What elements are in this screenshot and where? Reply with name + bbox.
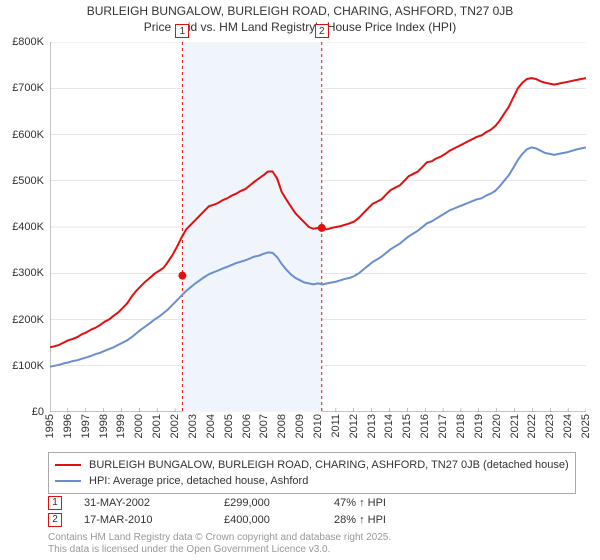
chart-svg — [50, 42, 586, 412]
y-axis-tick-label: £600K — [12, 129, 44, 141]
x-axis-tick-label: 2009 — [294, 414, 306, 438]
marker-price: £299,000 — [224, 497, 334, 509]
y-axis-tick-label: £700K — [12, 82, 44, 94]
x-axis-tick-label: 2005 — [223, 414, 235, 438]
marker-date: 31-MAY-2002 — [84, 497, 224, 509]
marker-date: 17-MAR-2010 — [84, 514, 224, 526]
chart-title: BURLEIGH BUNGALOW, BURLEIGH ROAD, CHARIN… — [0, 0, 600, 34]
x-axis-tick-label: 2021 — [509, 414, 521, 438]
marker-row: 2 17-MAR-2010£400,00028% ↑ HPI — [48, 511, 576, 528]
chart-container: { "title": { "line1": "BURLEIGH BUNGALOW… — [0, 0, 600, 560]
x-axis-tick-label: 2000 — [133, 414, 145, 438]
x-axis-tick-label: 2003 — [187, 414, 199, 438]
x-axis-tick-label: 2011 — [330, 414, 342, 438]
title-line-2: Price paid vs. HM Land Registry's House … — [0, 20, 600, 34]
marker-flag: 2 — [315, 24, 329, 38]
x-axis-tick-label: 2018 — [455, 414, 467, 438]
x-axis-labels: 1995199619971998199920002001200220032004… — [50, 412, 586, 448]
x-axis-tick-label: 1998 — [98, 414, 110, 438]
x-axis-tick-label: 2004 — [205, 414, 217, 438]
y-axis-tick-label: £0 — [32, 406, 44, 418]
marker-diff: 47% ↑ HPI — [334, 497, 444, 509]
x-axis-tick-label: 1999 — [115, 414, 127, 438]
x-axis-tick-label: 2022 — [526, 414, 538, 438]
legend-swatch — [55, 480, 81, 482]
x-axis-tick-label: 2016 — [419, 414, 431, 438]
credit-line-2: This data is licensed under the Open Gov… — [48, 544, 576, 556]
legend-swatch — [55, 464, 81, 466]
title-line-1: BURLEIGH BUNGALOW, BURLEIGH ROAD, CHARIN… — [0, 4, 600, 18]
marker-row: 1 31-MAY-2002£299,00047% ↑ HPI — [48, 494, 576, 511]
marker-point — [178, 272, 186, 280]
y-axis-tick-label: £800K — [12, 36, 44, 48]
x-axis-tick-label: 1995 — [44, 414, 56, 438]
x-axis-tick-label: 2002 — [169, 414, 181, 438]
legend-label: HPI: Average price, detached house, Ashf… — [89, 475, 308, 487]
marker-index-box: 2 — [48, 513, 62, 527]
y-axis-tick-label: £100K — [12, 360, 44, 372]
x-axis-tick-label: 1996 — [62, 414, 74, 438]
x-axis-tick-label: 2014 — [383, 414, 395, 438]
y-axis-tick-label: £300K — [12, 267, 44, 279]
legend-item: HPI: Average price, detached house, Ashf… — [55, 473, 569, 489]
marker-point — [318, 224, 326, 232]
marker-band — [182, 42, 321, 412]
x-axis-tick-label: 2012 — [348, 414, 360, 438]
x-axis-tick-label: 2024 — [562, 414, 574, 438]
x-axis-tick-label: 2001 — [151, 414, 163, 438]
x-axis-tick-label: 2020 — [491, 414, 503, 438]
x-axis-tick-label: 2007 — [258, 414, 270, 438]
credit-text: Contains HM Land Registry data © Crown c… — [48, 532, 576, 556]
marker-price: £400,000 — [224, 514, 334, 526]
y-axis-tick-label: £500K — [12, 175, 44, 187]
x-axis-tick-label: 2025 — [580, 414, 592, 438]
credit-line-1: Contains HM Land Registry data © Crown c… — [48, 532, 576, 544]
marker-table: 1 31-MAY-2002£299,00047% ↑ HPI 2 17-MAR-201… — [48, 494, 576, 528]
x-axis-tick-label: 2013 — [366, 414, 378, 438]
marker-flag: 1 — [175, 24, 189, 38]
marker-diff: 28% ↑ HPI — [334, 514, 444, 526]
x-axis-tick-label: 2006 — [241, 414, 253, 438]
legend-box: BURLEIGH BUNGALOW, BURLEIGH ROAD, CHARIN… — [48, 452, 576, 494]
x-axis-tick-label: 2015 — [401, 414, 413, 438]
y-axis-tick-label: £400K — [12, 221, 44, 233]
x-axis-tick-label: 2008 — [276, 414, 288, 438]
x-axis-tick-label: 2017 — [437, 414, 449, 438]
y-axis-tick-label: £200K — [12, 314, 44, 326]
x-axis-tick-label: 2023 — [544, 414, 556, 438]
legend-label: BURLEIGH BUNGALOW, BURLEIGH ROAD, CHARIN… — [89, 459, 569, 471]
marker-index-box: 1 — [48, 496, 62, 510]
x-axis-tick-label: 2019 — [473, 414, 485, 438]
x-axis-tick-label: 2010 — [312, 414, 324, 438]
chart-plot-area: 12 — [50, 42, 586, 412]
x-axis-tick-label: 1997 — [80, 414, 92, 438]
legend-item: BURLEIGH BUNGALOW, BURLEIGH ROAD, CHARIN… — [55, 457, 569, 473]
